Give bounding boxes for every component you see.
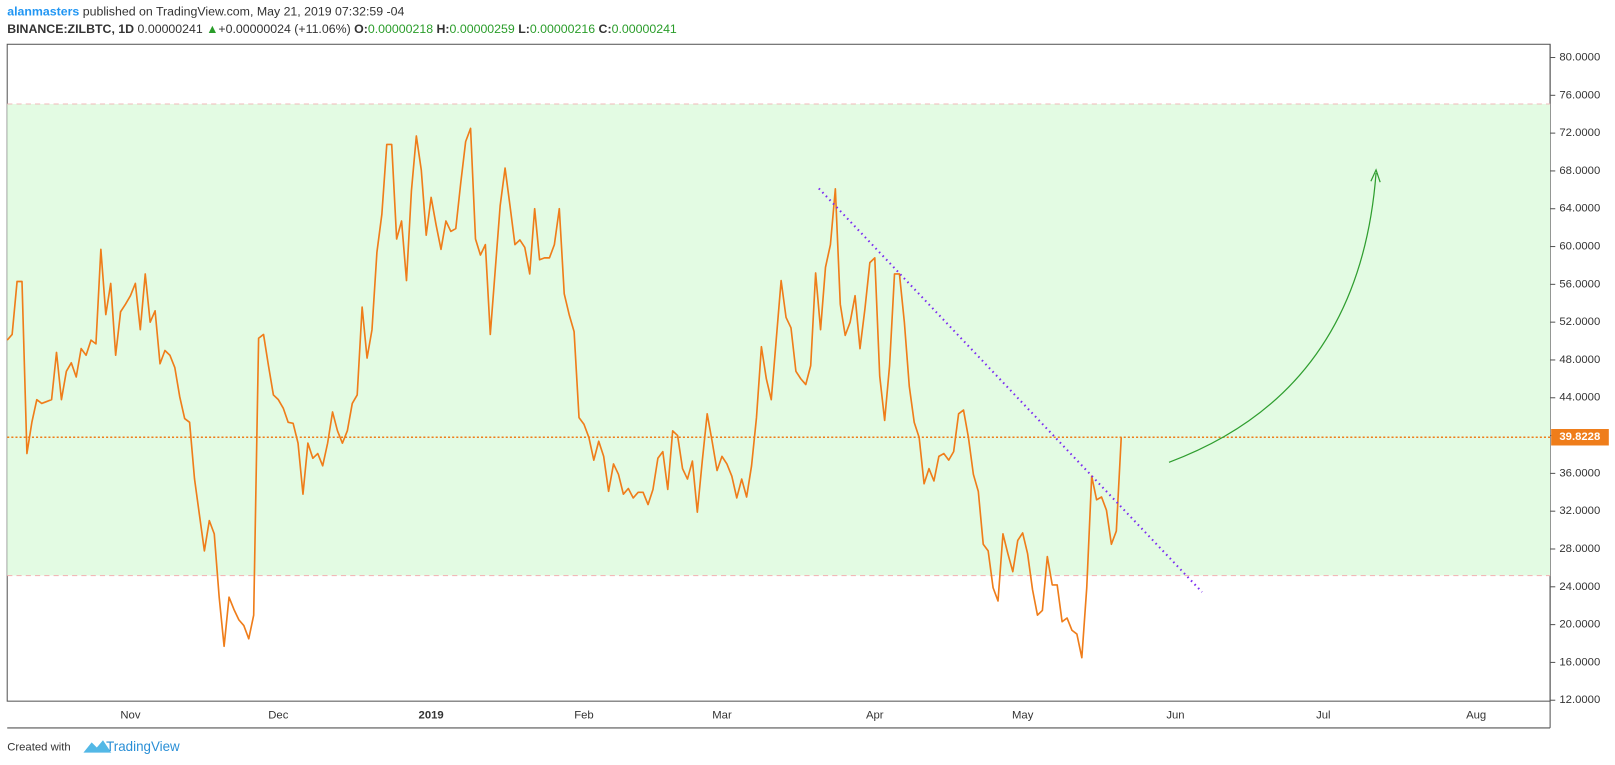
y-tick-label: 76.0000 — [1559, 89, 1600, 101]
y-tick-label: 64.0000 — [1559, 203, 1600, 215]
x-tick-label: Nov — [120, 710, 140, 722]
y-tick-label: 72.0000 — [1559, 127, 1600, 139]
x-tick-label: Jul — [1316, 710, 1330, 722]
y-tick-label: 36.0000 — [1559, 467, 1600, 479]
header-line-2: BINANCE:ZILBTC, 1D 0.00000241 ▲+0.000000… — [7, 22, 677, 36]
arrow-head — [1370, 168, 1381, 183]
range-zone — [7, 103, 1551, 576]
high-label: H: — [437, 22, 450, 36]
trend-line — [818, 187, 1203, 593]
price-line — [6, 127, 1123, 659]
change: +0.00000024 (+11.06%) — [218, 22, 350, 36]
x-tick-label: Aug — [1466, 710, 1486, 722]
low: 0.00000216 — [530, 22, 595, 36]
last: 0.00000241 — [138, 22, 203, 36]
y-tick-label: 56.0000 — [1559, 278, 1600, 290]
footer-text: Created with — [7, 741, 71, 753]
published: published on TradingView.com, May 21, 20… — [83, 5, 405, 19]
y-tick-label: 80.0000 — [1559, 51, 1600, 63]
x-tick-label: Dec — [268, 710, 288, 722]
y-tick-label: 24.0000 — [1559, 581, 1600, 593]
brand-logo — [83, 740, 112, 753]
author[interactable]: alanmasters — [7, 5, 79, 19]
last-price-box — [1551, 429, 1609, 446]
symbol: BINANCE:ZILBTC, 1D — [7, 22, 134, 36]
x-tick-label: Apr — [866, 710, 884, 722]
y-tick-label: 16.0000 — [1559, 656, 1600, 668]
close: 0.00000241 — [612, 22, 677, 36]
y-tick-label: 12.0000 — [1559, 694, 1600, 706]
x-tick-label: May — [1012, 710, 1034, 722]
close-label: C: — [599, 22, 612, 36]
header-line-1: alanmasters published on TradingView.com… — [7, 5, 404, 19]
x-tick-label: Feb — [574, 710, 594, 722]
low-label: L: — [518, 22, 530, 36]
y-tick-label: 44.0000 — [1559, 392, 1600, 404]
open-label: O: — [354, 22, 368, 36]
high: 0.00000259 — [450, 22, 515, 36]
y-tick-label: 68.0000 — [1559, 165, 1600, 177]
projection-arrow — [1168, 172, 1377, 463]
last-price-label: 39.8228 — [1559, 431, 1600, 443]
open: 0.00000218 — [368, 22, 433, 36]
footer-brand[interactable]: TradingView — [106, 739, 180, 754]
arrow: ▲ — [206, 22, 218, 36]
y-tick-label: 20.0000 — [1559, 619, 1600, 631]
y-tick-label: 32.0000 — [1559, 505, 1600, 517]
marks — [6, 127, 1551, 659]
x-tick-label: Jun — [1166, 710, 1184, 722]
x-tick-label: 2019 — [419, 710, 444, 722]
y-tick-label: 60.0000 — [1559, 241, 1600, 253]
y-tick-label: 48.0000 — [1559, 354, 1600, 366]
y-tick-label: 52.0000 — [1559, 316, 1600, 328]
x-tick-label: Mar — [712, 710, 732, 722]
y-tick-label: 28.0000 — [1559, 543, 1600, 555]
